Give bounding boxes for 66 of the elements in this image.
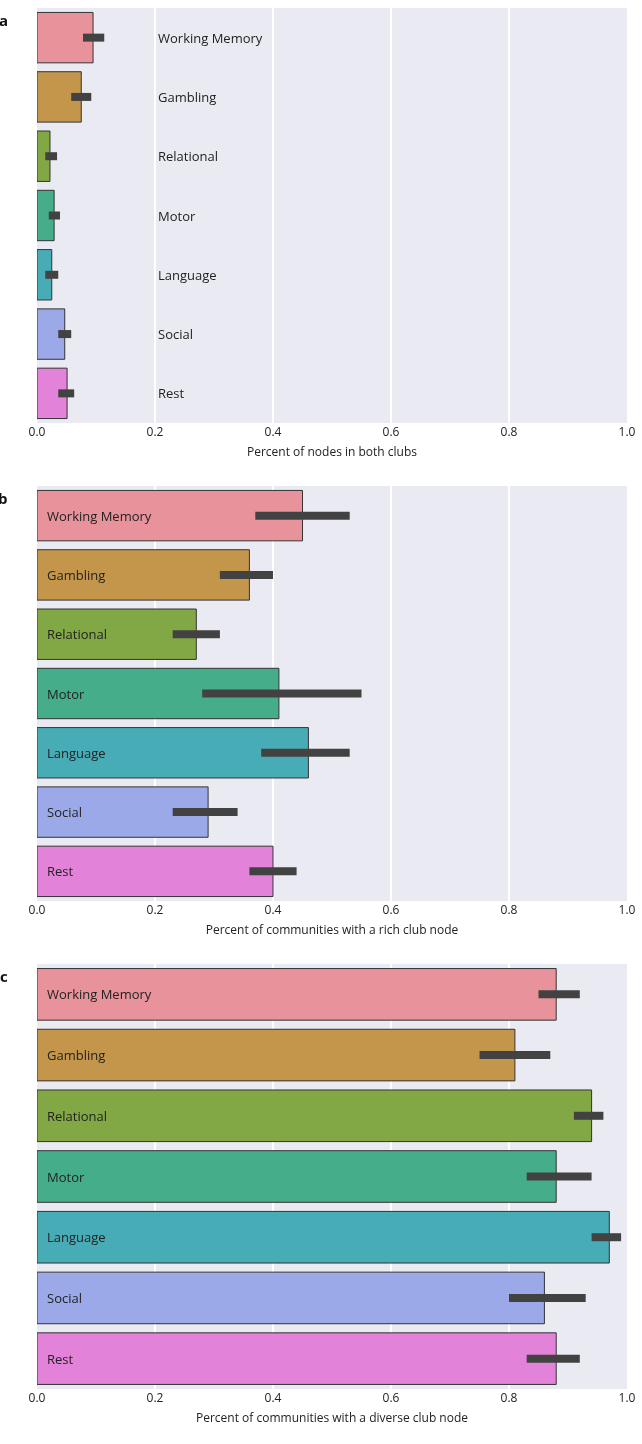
category-label: Working Memory — [47, 985, 152, 1003]
x-tick-label: 0.2 — [146, 423, 164, 440]
x-axis-title: Percent of communities with a rich club node — [205, 920, 459, 938]
category-label: Motor — [47, 685, 85, 703]
category-label: Working Memory — [158, 29, 263, 47]
bar — [37, 249, 53, 301]
bar — [37, 1210, 610, 1264]
chart-title: b — [0, 488, 8, 508]
x-tick-label: 0.4 — [264, 1389, 282, 1406]
category-label: Motor — [47, 1168, 85, 1186]
x-tick-label: 0.0 — [28, 423, 46, 440]
x-tick-label: 0.6 — [382, 901, 400, 918]
chart-title: a — [0, 10, 9, 30]
bar — [37, 549, 250, 601]
category-label: Language — [158, 266, 217, 284]
bar — [37, 1150, 557, 1203]
bar — [37, 11, 94, 64]
category-label: Gambling — [47, 1046, 106, 1064]
bar — [37, 786, 209, 838]
bar — [37, 845, 274, 898]
bar — [37, 367, 68, 420]
bar — [37, 489, 303, 542]
x-tick-label: 0.0 — [28, 1389, 46, 1406]
category-label: Rest — [47, 862, 74, 880]
category-label: Social — [47, 1289, 82, 1307]
bar — [37, 608, 197, 660]
bar — [37, 130, 51, 182]
category-label: Rest — [47, 1350, 74, 1368]
x-tick-label: 0.6 — [382, 1389, 400, 1406]
x-tick-label: 1.0 — [618, 901, 636, 918]
category-label: Language — [47, 1228, 106, 1246]
chart-title: c — [0, 966, 8, 986]
bar — [37, 1089, 593, 1143]
x-tick-label: 0.2 — [146, 1389, 164, 1406]
x-tick-label: 0.2 — [146, 901, 164, 918]
category-label: Gambling — [47, 566, 106, 584]
bar — [37, 189, 55, 242]
x-tick-label: 0.8 — [500, 1389, 518, 1406]
x-tick-label: 1.0 — [618, 423, 636, 440]
category-label: Motor — [158, 207, 196, 225]
x-tick-label: 0.0 — [28, 901, 46, 918]
bar — [37, 1028, 516, 1082]
x-tick-label: 0.4 — [264, 901, 282, 918]
category-label: Working Memory — [47, 507, 152, 525]
x-tick-label: 0.4 — [264, 423, 282, 440]
category-label: Relational — [158, 147, 219, 165]
category-label: Language — [47, 744, 106, 762]
category-label: Relational — [47, 1107, 108, 1125]
category-label: Rest — [158, 384, 185, 402]
bar — [37, 71, 82, 123]
x-tick-label: 0.6 — [382, 423, 400, 440]
x-axis-title: Percent of nodes in both clubs — [247, 442, 418, 460]
bar — [37, 667, 280, 720]
bar — [37, 968, 557, 1021]
category-label: Gambling — [158, 88, 217, 106]
x-tick-label: 0.8 — [500, 423, 518, 440]
category-label: Social — [47, 803, 82, 821]
bar — [37, 1271, 545, 1325]
x-axis-title: Percent of communities with a diverse club node — [196, 1408, 469, 1426]
category-label: Social — [158, 325, 193, 343]
bar — [37, 727, 309, 779]
x-tick-label: 1.0 — [618, 1389, 636, 1406]
category-label: Relational — [47, 625, 108, 643]
x-tick-label: 0.8 — [500, 901, 518, 918]
bar — [37, 1332, 557, 1385]
bar — [37, 308, 66, 360]
